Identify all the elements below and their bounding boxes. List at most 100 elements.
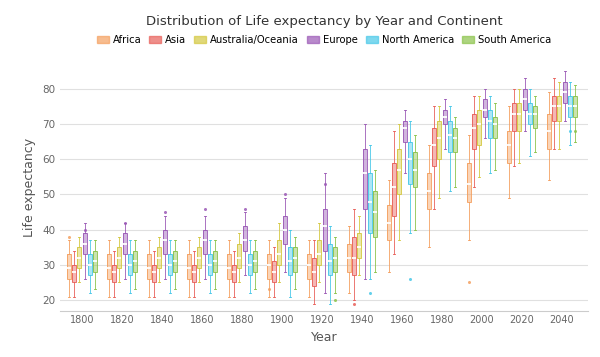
Bar [192, 265, 196, 282]
Bar [128, 254, 132, 275]
X-axis label: Year: Year [311, 331, 337, 344]
Bar [323, 208, 327, 251]
Bar [253, 251, 257, 272]
Bar [392, 163, 396, 216]
Bar [488, 110, 492, 138]
Bar [272, 261, 276, 282]
Bar [152, 265, 156, 282]
Bar [288, 247, 292, 275]
Bar [307, 254, 311, 279]
Bar [163, 230, 167, 254]
Bar [477, 110, 481, 145]
Bar [213, 251, 217, 272]
Bar [232, 265, 236, 282]
Bar [427, 174, 431, 208]
Bar [197, 247, 202, 268]
Bar [312, 258, 316, 286]
Bar [93, 251, 97, 272]
Title: Distribution of Life expectancy by Year and Continent: Distribution of Life expectancy by Year … [146, 15, 502, 28]
Bar [146, 254, 151, 279]
Bar [448, 121, 452, 152]
Bar [93, 251, 97, 272]
Bar [72, 265, 76, 282]
Bar [506, 131, 511, 163]
Bar [512, 103, 516, 131]
Bar [368, 174, 372, 233]
Bar [208, 254, 212, 275]
Bar [122, 233, 127, 254]
Bar [88, 254, 92, 275]
Bar [528, 103, 532, 124]
Bar [373, 191, 377, 237]
Bar [83, 233, 87, 254]
Bar [517, 103, 521, 131]
Bar [168, 254, 172, 275]
Bar [443, 110, 447, 124]
Bar [227, 254, 231, 279]
Bar [187, 254, 191, 279]
Bar [117, 247, 121, 268]
Bar [347, 244, 351, 272]
Bar [168, 254, 172, 275]
Bar [472, 114, 476, 149]
Bar [146, 254, 151, 279]
Bar [362, 149, 367, 208]
Bar [477, 110, 481, 145]
Bar [533, 106, 538, 127]
Bar [122, 233, 127, 254]
Bar [547, 114, 551, 149]
Bar [323, 208, 327, 251]
Bar [67, 254, 71, 279]
Bar [283, 216, 287, 244]
Bar [453, 127, 457, 152]
Bar [213, 251, 217, 272]
Bar [472, 114, 476, 149]
Bar [563, 82, 567, 103]
Bar [482, 100, 487, 117]
Bar [128, 254, 132, 275]
Bar [523, 89, 527, 110]
Bar [157, 247, 161, 268]
Bar [253, 251, 257, 272]
Bar [397, 149, 401, 195]
Bar [272, 261, 276, 282]
Bar [403, 121, 407, 142]
Bar [72, 265, 76, 282]
Bar [437, 121, 442, 159]
Bar [373, 191, 377, 237]
Bar [568, 96, 572, 117]
Bar [552, 96, 556, 121]
Bar [288, 247, 292, 275]
Bar [173, 251, 178, 272]
Bar [443, 110, 447, 124]
Bar [307, 254, 311, 279]
Bar [157, 247, 161, 268]
Bar [152, 265, 156, 282]
Bar [453, 127, 457, 152]
Bar [248, 254, 252, 275]
Bar [328, 244, 332, 275]
Bar [232, 265, 236, 282]
Bar [266, 254, 271, 279]
Bar [77, 247, 82, 268]
Bar [107, 254, 111, 279]
Bar [413, 152, 418, 187]
Bar [523, 89, 527, 110]
Bar [357, 233, 361, 258]
Bar [352, 237, 356, 275]
Bar [242, 226, 247, 251]
Bar [333, 247, 337, 272]
Bar [293, 247, 298, 272]
Bar [203, 230, 207, 254]
Bar [467, 163, 471, 201]
Legend: Africa, Asia, Australia/Oceania, Europe, North America, South America: Africa, Asia, Australia/Oceania, Europe,… [92, 31, 556, 49]
Bar [88, 254, 92, 275]
Bar [432, 127, 436, 166]
Bar [227, 254, 231, 279]
Bar [328, 244, 332, 275]
Bar [173, 251, 178, 272]
Bar [163, 230, 167, 254]
Bar [357, 233, 361, 258]
Bar [386, 205, 391, 240]
Bar [133, 251, 137, 272]
